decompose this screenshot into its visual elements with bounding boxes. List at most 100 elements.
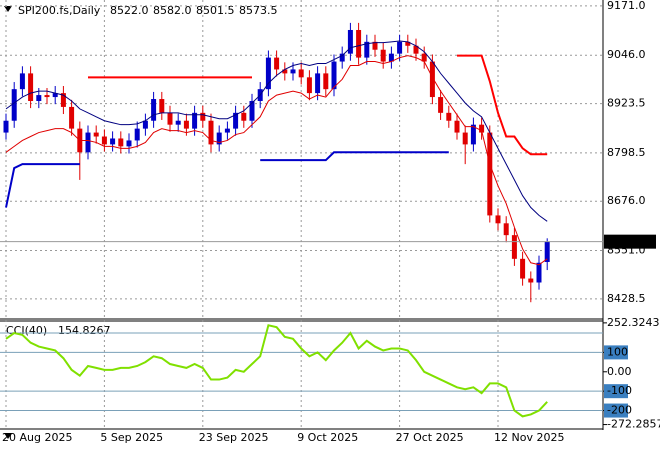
indicator-line — [260, 151, 449, 162]
candle-body — [69, 106, 75, 129]
candle-body — [380, 49, 386, 62]
candle-body — [397, 41, 403, 54]
candle-body — [536, 262, 542, 283]
candle-body — [372, 41, 378, 50]
candle-body — [339, 53, 345, 62]
candle-body — [347, 29, 353, 54]
candle-body — [44, 95, 50, 98]
candle-body — [208, 120, 214, 145]
indicator-value: 154.8267 — [58, 324, 111, 337]
y-tick-label: 9171.0 — [607, 0, 646, 12]
indicator-line — [457, 54, 548, 156]
candle-body — [487, 132, 493, 216]
candle-body — [224, 128, 230, 133]
candle-body — [36, 95, 42, 102]
candle-body — [93, 132, 99, 137]
ohlc-close: 8573.5 — [239, 4, 278, 17]
candle-body — [151, 99, 157, 121]
y-tick-label: 9046.0 — [607, 48, 646, 61]
candle-body — [134, 128, 140, 141]
y-tick-label: 252.3243 — [607, 316, 660, 329]
candle-body — [101, 136, 107, 145]
candle-body — [388, 53, 394, 62]
y-tick-label: 0.00 — [607, 365, 632, 378]
candle-body — [503, 223, 509, 236]
candle-body — [167, 112, 173, 125]
candle-body — [11, 89, 17, 121]
candle-body — [290, 69, 296, 74]
y-tick-label: -100 — [607, 384, 632, 397]
candle-body — [282, 69, 288, 74]
x-tick-label: 9 Oct 2025 — [297, 431, 358, 444]
candle-body — [356, 29, 362, 58]
candle-body — [110, 138, 116, 145]
candle-body — [249, 101, 255, 121]
header-marker — [4, 6, 12, 12]
level-label-box — [604, 345, 628, 360]
candle-body — [405, 41, 411, 46]
scroll-marker — [4, 433, 12, 439]
candle-body — [142, 120, 148, 129]
candle-body — [28, 73, 34, 102]
candle-body — [511, 235, 517, 259]
indicator-line — [5, 163, 80, 208]
candle-body — [323, 73, 329, 90]
candle-body — [3, 120, 9, 133]
candle-body — [438, 97, 444, 113]
candle-body — [60, 93, 66, 107]
indicator-line — [5, 40, 548, 222]
candle-body — [175, 120, 181, 125]
candle-body — [306, 77, 312, 94]
level-label-box — [604, 384, 628, 399]
y-tick-label: -200 — [607, 404, 632, 417]
y-tick-label: 8676.0 — [607, 194, 646, 207]
candle-body — [454, 120, 460, 133]
ohlc-open: 8522.0 — [110, 4, 149, 17]
x-tick-label: 5 Sep 2025 — [100, 431, 163, 444]
chart-title: SPI200.fs,Daily — [18, 4, 101, 17]
candle-body — [528, 278, 534, 283]
candle-body — [462, 132, 468, 145]
candle-body — [200, 112, 206, 121]
candle-body — [364, 41, 370, 58]
candle-body — [446, 112, 452, 121]
indicator-line — [5, 55, 548, 266]
candle-body — [495, 215, 501, 224]
x-tick-label: 23 Sep 2025 — [199, 431, 269, 444]
y-tick-label: 8923.5 — [607, 97, 646, 110]
candle-body — [429, 61, 435, 98]
candle-body — [126, 140, 132, 147]
candle-body — [274, 57, 280, 70]
y-tick-label: 8798.5 — [607, 146, 646, 159]
current-price-label: 8573.5 — [608, 235, 647, 248]
ohlc-high: 8582.0 — [153, 4, 192, 17]
y-tick-label: 100 — [607, 345, 628, 358]
level-label-box — [604, 403, 628, 418]
x-tick-label: 20 Aug 2025 — [2, 431, 72, 444]
candle-body — [421, 53, 427, 62]
y-tick-label: -272.2857 — [607, 418, 660, 431]
candle-body — [265, 57, 271, 90]
candle-body — [470, 124, 476, 145]
candle-body — [479, 124, 485, 133]
candle-body — [85, 132, 91, 153]
candle-body — [183, 120, 189, 129]
candle-body — [19, 73, 25, 90]
candle-body — [315, 73, 321, 94]
candle-body — [331, 61, 337, 90]
candle-body — [118, 138, 124, 147]
candle-body — [413, 45, 419, 54]
y-tick-label: 8428.5 — [607, 292, 646, 305]
candle-body — [520, 258, 526, 279]
current-price-box — [604, 234, 656, 249]
candle-body — [216, 132, 222, 145]
candle-body — [298, 69, 304, 78]
candle-body — [544, 241, 550, 262]
candle-body — [241, 112, 247, 121]
candle-body — [233, 112, 239, 129]
ohlc-low: 8501.5 — [196, 4, 235, 17]
candle-body — [159, 99, 165, 113]
cci-line — [5, 324, 548, 418]
